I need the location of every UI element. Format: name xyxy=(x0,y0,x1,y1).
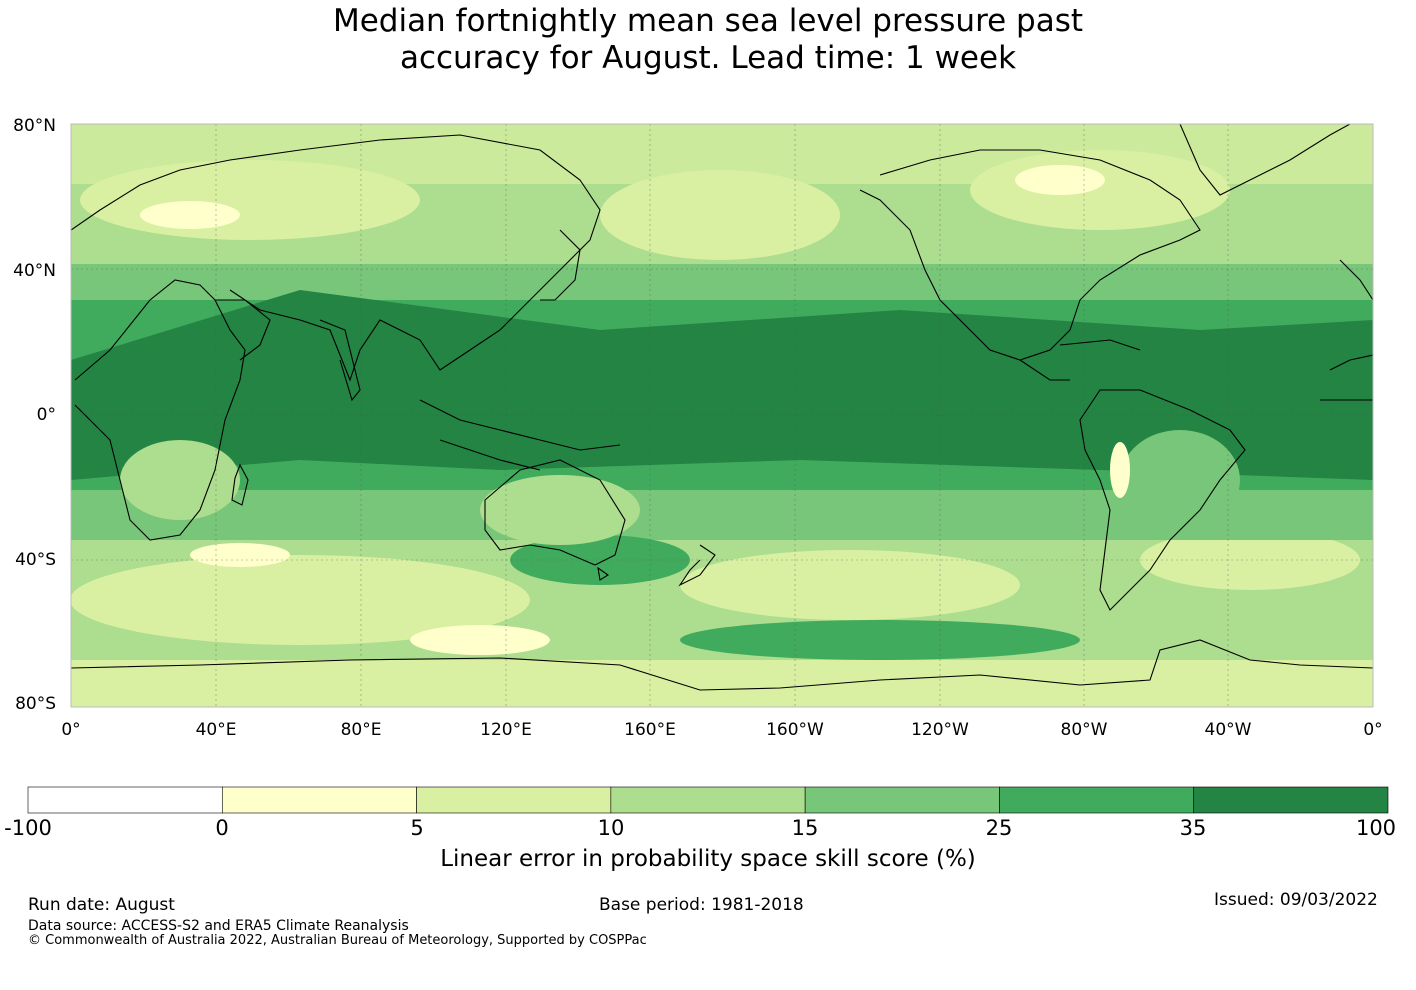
lat-label-equator: 0° xyxy=(36,405,56,425)
map-field xyxy=(71,124,1373,707)
colorbar-tick: 5 xyxy=(410,816,424,840)
map-frame xyxy=(70,123,1374,708)
run-date: Run date: August xyxy=(28,895,175,915)
colorbar xyxy=(27,786,1389,814)
lon-label-120w: 120°W xyxy=(911,720,969,740)
lon-label-0-right: 0° xyxy=(1363,720,1383,740)
colorbar-segment xyxy=(1193,786,1389,814)
colorbar-tick: 25 xyxy=(985,816,1013,840)
issued-date: Issued: 09/03/2022 xyxy=(1214,890,1378,910)
colorbar-tick: -100 xyxy=(4,816,52,840)
lon-label-160w: 160°W xyxy=(766,720,824,740)
lat-label-80n: 80°N xyxy=(13,116,56,136)
lon-label-40w: 40°W xyxy=(1204,720,1252,740)
lat-label-80s: 80°S xyxy=(15,694,56,714)
colorbar-tick: 100 xyxy=(1355,816,1397,840)
lon-label-40e: 40°E xyxy=(195,720,237,740)
lat-label-40n: 40°N xyxy=(13,261,56,281)
coastlines xyxy=(71,124,1373,691)
colorbar-tick: 10 xyxy=(597,816,625,840)
data-source: Data source: ACCESS-S2 and ERA5 Climate … xyxy=(28,918,409,934)
colorbar-segment xyxy=(804,786,1000,814)
lat-label-40s: 40°S xyxy=(15,550,56,570)
map-title-line2: accuracy for August. Lead time: 1 week xyxy=(399,40,1017,76)
lon-label-80w: 80°W xyxy=(1060,720,1108,740)
copyright: © Commonwealth of Australia 2022, Austra… xyxy=(28,933,647,948)
colorbar-label: Linear error in probability space skill … xyxy=(440,846,976,872)
lon-label-120e: 120°E xyxy=(480,720,532,740)
colorbar-segment xyxy=(610,786,806,814)
map-gridlines xyxy=(71,124,1373,707)
colorbar-segment xyxy=(999,786,1195,814)
colorbar-segment xyxy=(27,786,223,814)
colorbar-segment xyxy=(416,786,612,814)
colorbar-tick: 15 xyxy=(791,816,819,840)
lon-label-160e: 160°E xyxy=(624,720,676,740)
base-period: Base period: 1981-2018 xyxy=(599,895,804,915)
map-title-line1: Median fortnightly mean sea level pressu… xyxy=(332,3,1084,39)
colorbar-tick: 35 xyxy=(1179,816,1207,840)
colorbar-segment xyxy=(221,786,417,814)
lon-label-80e: 80°E xyxy=(340,720,382,740)
lon-label-0-left: 0° xyxy=(61,720,81,740)
colorbar-tick: 0 xyxy=(215,816,229,840)
